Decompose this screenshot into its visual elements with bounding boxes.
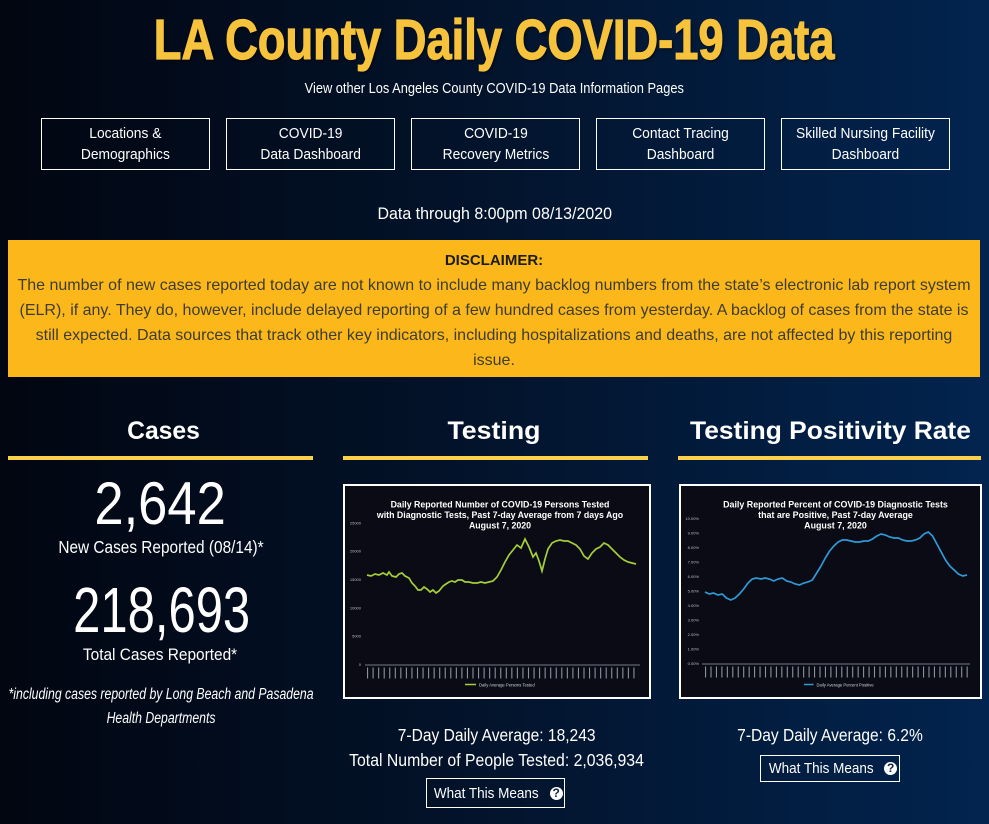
svg-text:1.00%: 1.00% [687,646,699,651]
svg-text:with Diagnostic Tests, Past 7-: with Diagnostic Tests, Past 7-day Averag… [375,509,623,519]
svg-text:Daily Reported Number of COVID: Daily Reported Number of COVID-19 Person… [390,499,609,509]
svg-text:Daily Average Percent Positive: Daily Average Percent Positive [816,682,874,687]
svg-text:6.00%: 6.00% [687,574,699,579]
svg-text:15000: 15000 [349,577,361,582]
svg-text:8.00%: 8.00% [687,545,699,550]
svg-text:0: 0 [358,662,361,667]
svg-text:10000: 10000 [349,605,361,610]
svg-text:Daily Reported Percent of COVI: Daily Reported Percent of COVID-19 Diagn… [723,499,948,509]
svg-text:10.00%: 10.00% [685,516,699,521]
svg-text:9.00%: 9.00% [687,530,699,535]
svg-text:7.00%: 7.00% [687,559,699,564]
svg-text:0.00%: 0.00% [687,661,699,666]
svg-text:August 7, 2020: August 7, 2020 [804,520,867,530]
svg-text:5000: 5000 [352,633,362,638]
svg-text:25000: 25000 [349,520,361,525]
svg-text:August 7, 2020: August 7, 2020 [468,520,530,530]
svg-text:4.00%: 4.00% [687,603,699,608]
svg-text:2.00%: 2.00% [687,632,699,637]
svg-text:5.00%: 5.00% [687,588,699,593]
svg-text:Daily Average Persons Tested: Daily Average Persons Tested [479,682,535,687]
svg-text:3.00%: 3.00% [687,617,699,622]
svg-text:that are Positive, Past 7-day: that are Positive, Past 7-day Average [758,509,913,519]
svg-text:20000: 20000 [349,548,361,553]
